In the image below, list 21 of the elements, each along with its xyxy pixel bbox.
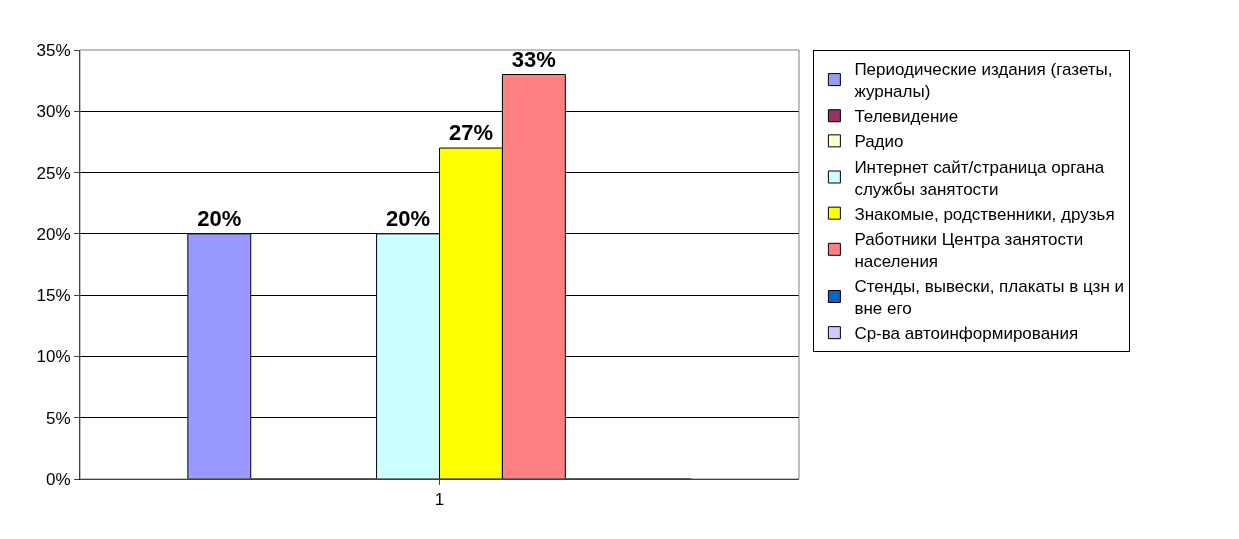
data-label: 27% — [448, 120, 493, 146]
x-tick-label: 1 — [434, 490, 445, 510]
legend-label: Телевидение — [854, 107, 959, 127]
data-label: 33% — [511, 46, 556, 72]
y-tick-label: 35% — [36, 40, 71, 60]
data-label: 20% — [197, 205, 242, 231]
legend-label: Ср-ва автоинформирования — [854, 324, 1079, 344]
y-tick-label: 5% — [46, 408, 71, 428]
y-tick-label: 0% — [46, 469, 71, 489]
data-label: 20% — [386, 205, 431, 231]
legend-label: Радио — [854, 132, 904, 152]
y-tick-label: 25% — [36, 163, 71, 183]
legend-label: Периодические издания (газеты, журналы) — [854, 60, 1113, 102]
y-tick-label: 15% — [36, 286, 71, 306]
y-tick-label: 30% — [36, 102, 71, 122]
y-tick-label: 20% — [36, 224, 71, 244]
legend-label: Знакомые, родственники, друзья — [854, 204, 1115, 224]
legend-label: Интернет сайт/страница органа службы занятости — [854, 157, 1105, 199]
legend-label: Работники Центра занятости населения — [854, 229, 1084, 271]
y-tick-label: 10% — [36, 347, 71, 367]
legend-label: Стенды, вывески, плакаты в цзн и вне его — [854, 277, 1125, 319]
